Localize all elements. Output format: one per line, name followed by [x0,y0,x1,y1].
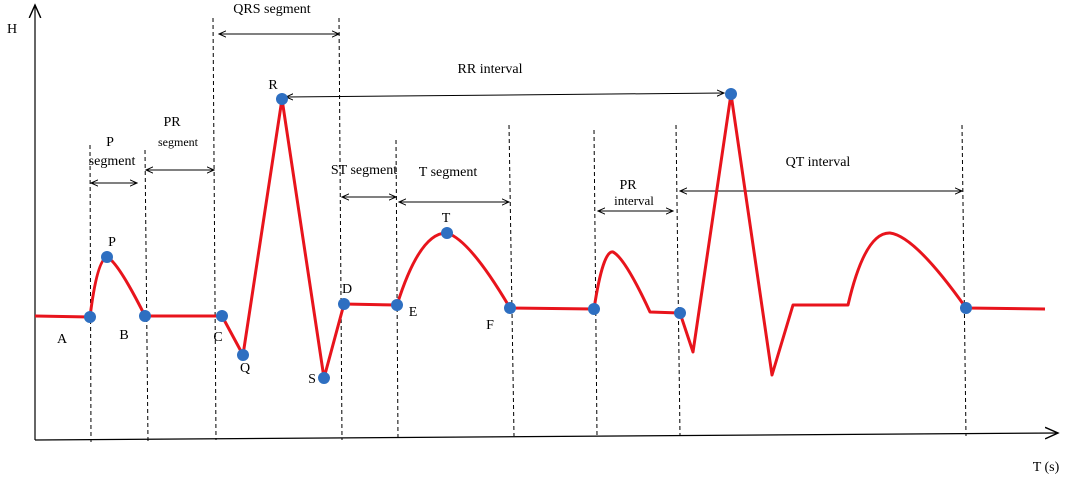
divider [89,144,92,443]
points [84,88,972,384]
interval-label: PR [163,115,181,130]
point [338,298,350,310]
point-label: S [308,372,316,387]
point [101,251,113,263]
point-label: R [268,78,278,93]
point [237,349,249,361]
point-label: A [57,332,68,347]
divider [338,17,343,441]
y-label: H [7,22,17,37]
interval-label: ST segment [331,163,397,178]
ecg-trace [34,92,1046,380]
interval-label: segment [89,154,136,169]
point-label: F [486,318,494,333]
divider [961,124,967,437]
interval-label: PR [619,178,637,193]
interval-label: segment [158,135,199,149]
interval-label: QT interval [786,155,851,170]
point-label: P [108,235,116,250]
point-label: T [442,211,451,226]
divider [395,139,399,441]
interval-label: interval [614,193,654,208]
interval-label: P [106,135,114,150]
arrow [286,93,724,97]
interval-label: T segment [419,165,478,180]
divider [508,124,515,437]
x-axis [34,433,1058,441]
divider [144,149,149,443]
point [588,303,600,315]
point [960,302,972,314]
point [441,227,453,239]
point-label: Q [240,361,250,376]
point-label: C [213,330,222,345]
axes: H T (s) [7,5,1060,475]
point [318,372,330,384]
point [139,310,151,322]
interval-labels: QRS segment RR interval P segment PR seg… [89,2,851,208]
point-label: D [342,282,352,297]
point [674,307,686,319]
point [276,93,288,105]
interval-label: QRS segment [233,2,311,17]
interval-label: RR interval [458,62,523,77]
point [391,299,403,311]
divider [675,124,681,437]
point-label: B [119,328,128,343]
dashed-lines [89,17,967,443]
point [216,310,228,322]
divider [593,129,598,437]
point [725,88,737,100]
point-labels: A B C Q R S D E F P T [57,78,494,387]
point [504,302,516,314]
arrows [91,34,962,211]
point [84,311,96,323]
divider [212,17,217,441]
x-label: T (s) [1033,460,1060,475]
point-label: E [409,305,418,320]
